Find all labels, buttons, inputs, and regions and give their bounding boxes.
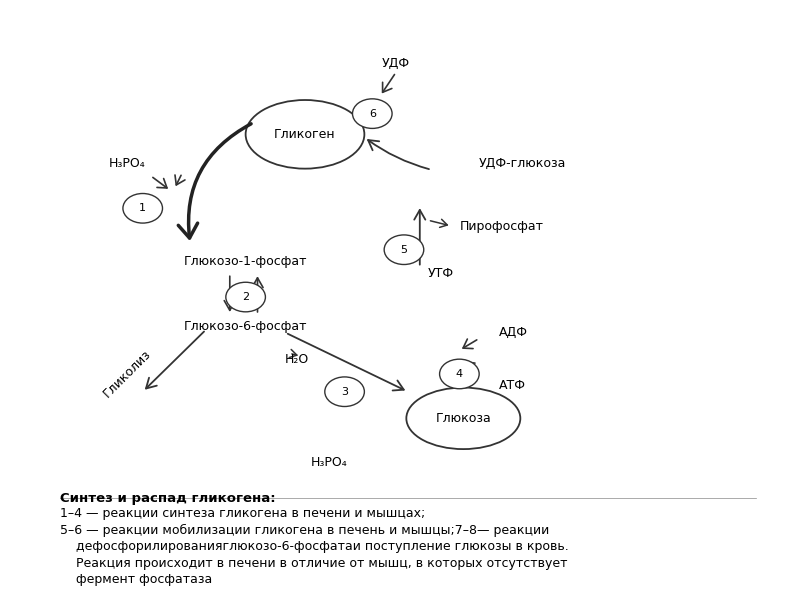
- Text: 1: 1: [139, 203, 146, 213]
- FancyArrowPatch shape: [463, 339, 477, 349]
- Text: 1–4 — реакции синтеза гликогена в печени и мышцах;: 1–4 — реакции синтеза гликогена в печени…: [59, 507, 425, 520]
- FancyArrowPatch shape: [414, 210, 426, 265]
- Text: H₃PO₄: H₃PO₄: [310, 456, 347, 469]
- Text: 3: 3: [341, 387, 348, 397]
- Text: H₃PO₄: H₃PO₄: [109, 157, 146, 170]
- FancyArrowPatch shape: [288, 334, 404, 391]
- Text: H₂O: H₂O: [285, 353, 310, 365]
- Text: дефосфорилированияглюкозо-6-фосфатаи поступление глюкозы в кровь.: дефосфорилированияглюкозо-6-фосфатаи пос…: [59, 540, 568, 553]
- FancyArrowPatch shape: [224, 276, 235, 310]
- Text: Синтез и распад гликогена:: Синтез и распад гликогена:: [59, 492, 275, 505]
- Text: УДФ-глюкоза: УДФ-глюкоза: [479, 157, 566, 170]
- Circle shape: [325, 377, 364, 407]
- Text: Гликолиз: Гликолиз: [101, 347, 154, 400]
- Text: УДФ: УДФ: [382, 57, 410, 70]
- FancyArrowPatch shape: [430, 219, 447, 227]
- Text: 6: 6: [369, 109, 376, 119]
- Circle shape: [353, 99, 392, 128]
- Circle shape: [384, 235, 424, 265]
- Text: АТФ: АТФ: [499, 379, 526, 392]
- FancyArrowPatch shape: [153, 178, 167, 188]
- FancyArrowPatch shape: [368, 140, 429, 169]
- FancyArrowPatch shape: [175, 175, 185, 185]
- Text: 5: 5: [401, 245, 407, 255]
- Text: 2: 2: [242, 292, 249, 302]
- Text: УТФ: УТФ: [428, 267, 454, 280]
- Text: Глюкозо-1-фосфат: Глюкозо-1-фосфат: [184, 255, 307, 268]
- FancyArrowPatch shape: [252, 278, 263, 312]
- FancyArrowPatch shape: [178, 124, 251, 238]
- Circle shape: [123, 193, 162, 223]
- Text: Гликоген: Гликоген: [274, 128, 336, 141]
- Text: Пирофосфат: Пирофосфат: [459, 220, 543, 233]
- Circle shape: [439, 359, 479, 389]
- Text: 4: 4: [456, 369, 463, 379]
- FancyArrowPatch shape: [465, 362, 477, 372]
- Text: фермент фосфатаза: фермент фосфатаза: [59, 574, 212, 586]
- FancyArrowPatch shape: [382, 74, 394, 92]
- Text: 5–6 — реакции мобилизации гликогена в печень и мышцы;7–8— реакции: 5–6 — реакции мобилизации гликогена в пе…: [59, 524, 549, 537]
- Text: АДФ: АДФ: [499, 326, 528, 339]
- Text: Глюкоза: Глюкоза: [435, 412, 491, 425]
- FancyArrowPatch shape: [289, 349, 297, 358]
- FancyArrowPatch shape: [146, 332, 204, 388]
- Circle shape: [226, 282, 266, 312]
- Text: Глюкозо-6-фосфат: Глюкозо-6-фосфат: [184, 320, 307, 333]
- Text: Реакция происходит в печени в отличие от мышц, в которых отсутствует: Реакция происходит в печени в отличие от…: [59, 557, 567, 570]
